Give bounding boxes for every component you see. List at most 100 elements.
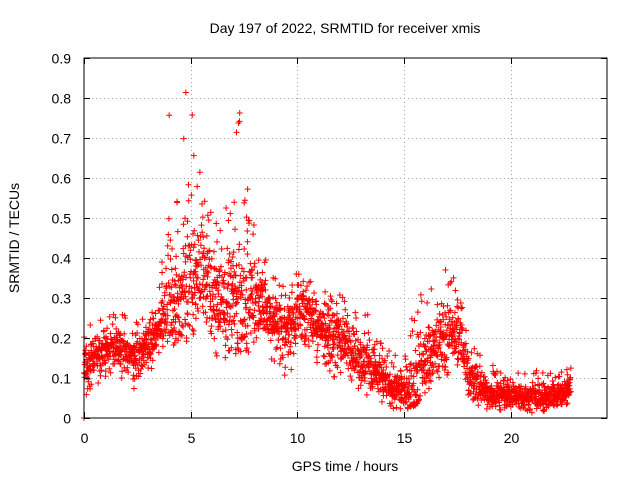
data-point [111, 360, 118, 367]
data-point [251, 307, 258, 314]
data-point [455, 315, 462, 322]
data-point [226, 250, 233, 257]
data-point [206, 288, 213, 295]
data-point [375, 385, 382, 392]
data-point [415, 334, 422, 341]
data-point [200, 234, 207, 241]
data-point [192, 315, 199, 322]
data-point [194, 274, 201, 281]
data-point [107, 330, 114, 337]
data-point [213, 220, 220, 227]
data-point [266, 295, 273, 302]
data-point [273, 311, 280, 318]
data-point [320, 352, 327, 359]
data-point [164, 312, 171, 319]
data-point [213, 238, 220, 245]
data-point [186, 322, 193, 329]
data-point [475, 372, 482, 379]
data-point [149, 357, 156, 364]
data-point [244, 251, 251, 258]
data-point [250, 221, 257, 228]
data-point [423, 370, 430, 377]
data-point [202, 309, 209, 316]
data-point [446, 307, 453, 314]
data-point [427, 378, 434, 385]
data-point [166, 112, 173, 119]
data-point [471, 380, 478, 387]
data-point [337, 338, 344, 345]
y-axis-label: SRMTID / TECUs [6, 183, 22, 293]
data-point [131, 360, 138, 367]
data-point [325, 306, 332, 313]
data-point [216, 267, 223, 274]
data-point [552, 374, 559, 381]
data-point [236, 279, 243, 286]
data-point [353, 314, 360, 321]
data-point [195, 237, 202, 244]
data-point [293, 333, 300, 340]
data-point [231, 320, 238, 327]
data-point [347, 339, 354, 346]
data-point [414, 331, 421, 338]
data-point [525, 401, 532, 408]
data-point [341, 298, 348, 305]
data-point [203, 318, 210, 325]
data-point [107, 369, 114, 376]
data-point [227, 313, 234, 320]
data-point [168, 266, 175, 273]
data-point [260, 307, 267, 314]
data-point [159, 280, 166, 287]
data-point [494, 379, 501, 386]
data-point [409, 328, 416, 335]
data-point [96, 368, 103, 375]
data-point [174, 313, 181, 320]
data-point [250, 339, 257, 346]
data-point [122, 315, 129, 322]
data-point [364, 311, 371, 318]
data-point [249, 288, 256, 295]
data-point [130, 372, 137, 379]
data-point [187, 274, 194, 281]
data-point [254, 270, 261, 277]
data-point [404, 366, 411, 373]
data-point [225, 300, 232, 307]
data-point [197, 294, 204, 301]
data-point [192, 289, 199, 296]
data-point [134, 330, 141, 337]
data-point [278, 292, 285, 299]
data-point [106, 313, 113, 320]
data-point [274, 344, 281, 351]
data-point [342, 306, 349, 313]
data-point [474, 350, 481, 357]
data-point [397, 367, 404, 374]
data-point [236, 261, 243, 268]
data-point [181, 316, 188, 323]
data-point [286, 295, 293, 302]
data-point [208, 255, 215, 262]
data-point [330, 345, 337, 352]
data-point [135, 367, 142, 374]
data-point [106, 347, 113, 354]
data-point [334, 310, 341, 317]
data-point [442, 267, 449, 274]
data-point [210, 248, 217, 255]
data-point [355, 385, 362, 392]
data-point [237, 348, 244, 355]
data-point [229, 253, 236, 260]
data-point [185, 298, 192, 305]
data-point [554, 402, 561, 409]
data-point [308, 317, 315, 324]
data-point [410, 388, 417, 395]
data-point [243, 286, 250, 293]
data-point [434, 301, 441, 308]
data-point [161, 289, 168, 296]
data-point [282, 334, 289, 341]
data-point [171, 294, 178, 301]
data-point [433, 322, 440, 329]
data-point [379, 345, 386, 352]
data-point [231, 226, 238, 233]
data-point [424, 299, 431, 306]
data-point [564, 400, 571, 407]
data-point [118, 351, 125, 358]
data-point [269, 303, 276, 310]
